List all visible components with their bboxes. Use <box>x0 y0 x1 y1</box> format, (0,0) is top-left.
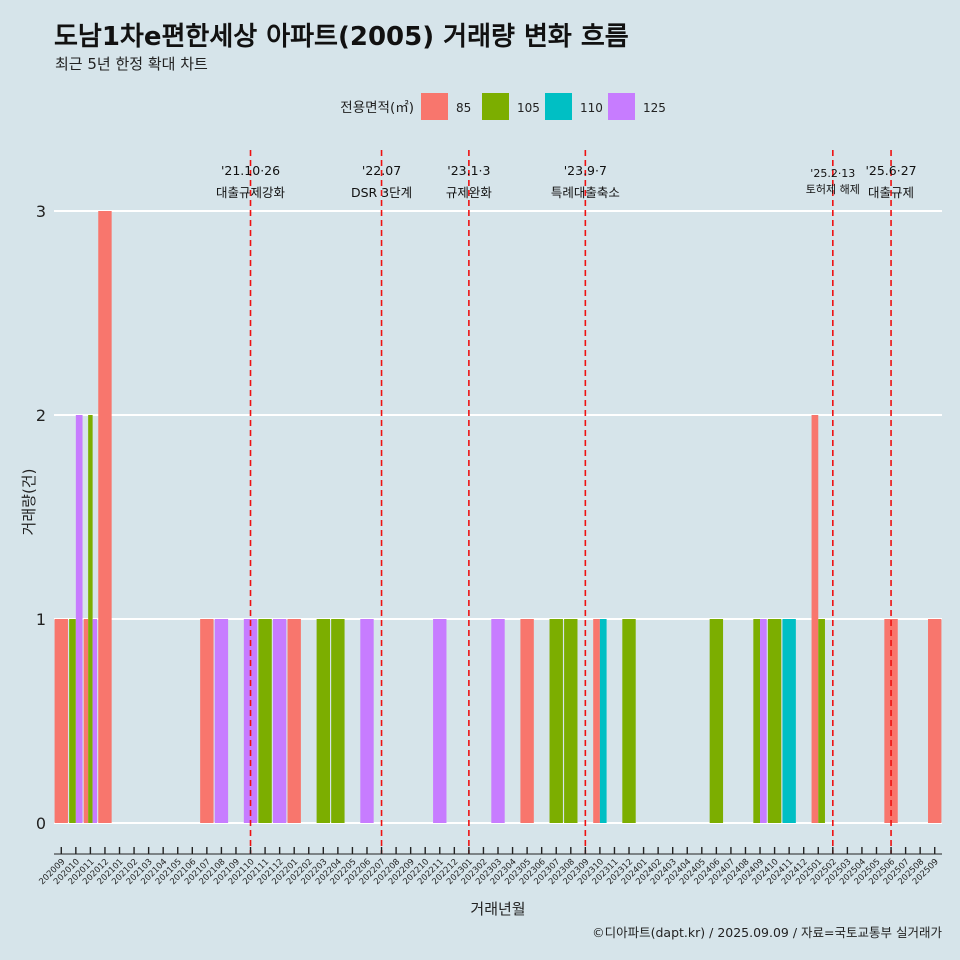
event-label: DSR 3단계 <box>351 185 412 200</box>
bar-125-202010 <box>75 415 83 823</box>
bar-125-202206 <box>360 619 374 823</box>
bar-85-202310 <box>593 619 600 823</box>
bar-105-202204 <box>331 619 345 823</box>
bar-110-202411 <box>782 619 796 823</box>
legend-label-110: 110 <box>580 101 603 115</box>
bar-85-202012 <box>98 211 112 823</box>
legend-swatch-110 <box>545 93 572 120</box>
bar-110-202310 <box>599 619 607 823</box>
event-label: 토허제 해제 <box>806 182 860 196</box>
bar-125-202011 <box>92 619 98 823</box>
bar-85-202509 <box>928 619 942 823</box>
chart-title: 도남1차e편한세상 아파트(2005) 거래량 변화 흐름 <box>54 22 629 52</box>
bar-105-202406 <box>709 619 724 823</box>
bar-125-202211 <box>433 619 447 823</box>
axes: 0123202009202010202011202012202101202102… <box>36 202 942 887</box>
event-label: 특례대출축소 <box>551 185 620 200</box>
bar-85-202305 <box>520 619 534 823</box>
event-lines: '21.10·26 대출규제강화 '22.07 DSR 3단계 '23.1·3 규제완화 '… <box>216 150 917 854</box>
event-label: 대출규제 <box>868 185 914 200</box>
bar-105-202501 <box>818 619 825 823</box>
bar-105-202312 <box>622 619 636 823</box>
bar-105-202307 <box>549 619 563 823</box>
bar-105-202409 <box>753 619 761 823</box>
event-date: '22.07 <box>362 163 401 178</box>
legend-label-125: 125 <box>643 101 666 115</box>
bar-105-202111 <box>258 619 272 823</box>
legend: 전용면적(㎡) 85 105 110 125 <box>340 93 666 120</box>
bar-85-202201 <box>287 619 301 823</box>
legend-title: 전용면적(㎡) <box>340 100 414 116</box>
bar-85-202011 <box>83 619 89 823</box>
event-date: '23.9·7 <box>564 163 607 178</box>
y-axis-label: 거래량(건) <box>20 469 38 536</box>
bar-85-202107 <box>200 619 214 823</box>
bar-125-202303 <box>491 619 505 823</box>
chart-caption: ©디아파트(dapt.kr) / 2025.09.09 / 자료=국토교통부 실… <box>592 925 942 940</box>
event-date: '23.1·3 <box>447 163 490 178</box>
event-date: '21.10·26 <box>221 163 280 178</box>
bar-105-202410 <box>767 619 782 823</box>
legend-swatch-125 <box>608 93 635 120</box>
event-label: 규제완화 <box>446 185 493 200</box>
bar-85-202501 <box>811 415 819 823</box>
y-tick-label: 1 <box>36 610 46 629</box>
event-date: '25.2·13 <box>810 167 855 180</box>
bar-105-202011 <box>88 415 93 823</box>
legend-swatch-105 <box>482 93 509 120</box>
y-tick-label: 3 <box>36 202 46 221</box>
event-label: 대출규제강화 <box>216 185 286 200</box>
legend-label-105: 105 <box>517 101 540 115</box>
event-date: '25.6·27 <box>865 163 916 178</box>
bar-125-202112 <box>272 619 287 823</box>
legend-swatch-85 <box>421 93 448 120</box>
bar-105-202308 <box>564 619 578 823</box>
chart-subtitle: 최근 5년 한정 확대 차트 <box>55 55 208 73</box>
bar-105-202010 <box>69 619 76 823</box>
x-axis-label: 거래년월 <box>470 900 525 918</box>
bar-85-202009 <box>54 619 68 823</box>
bars <box>54 211 942 823</box>
bar-125-202108 <box>214 619 229 823</box>
bar-125-202409 <box>760 619 767 823</box>
bar-105-202203 <box>316 619 331 823</box>
legend-label-85: 85 <box>456 101 471 115</box>
y-tick-label: 2 <box>36 406 46 425</box>
y-tick-label: 0 <box>36 814 46 833</box>
